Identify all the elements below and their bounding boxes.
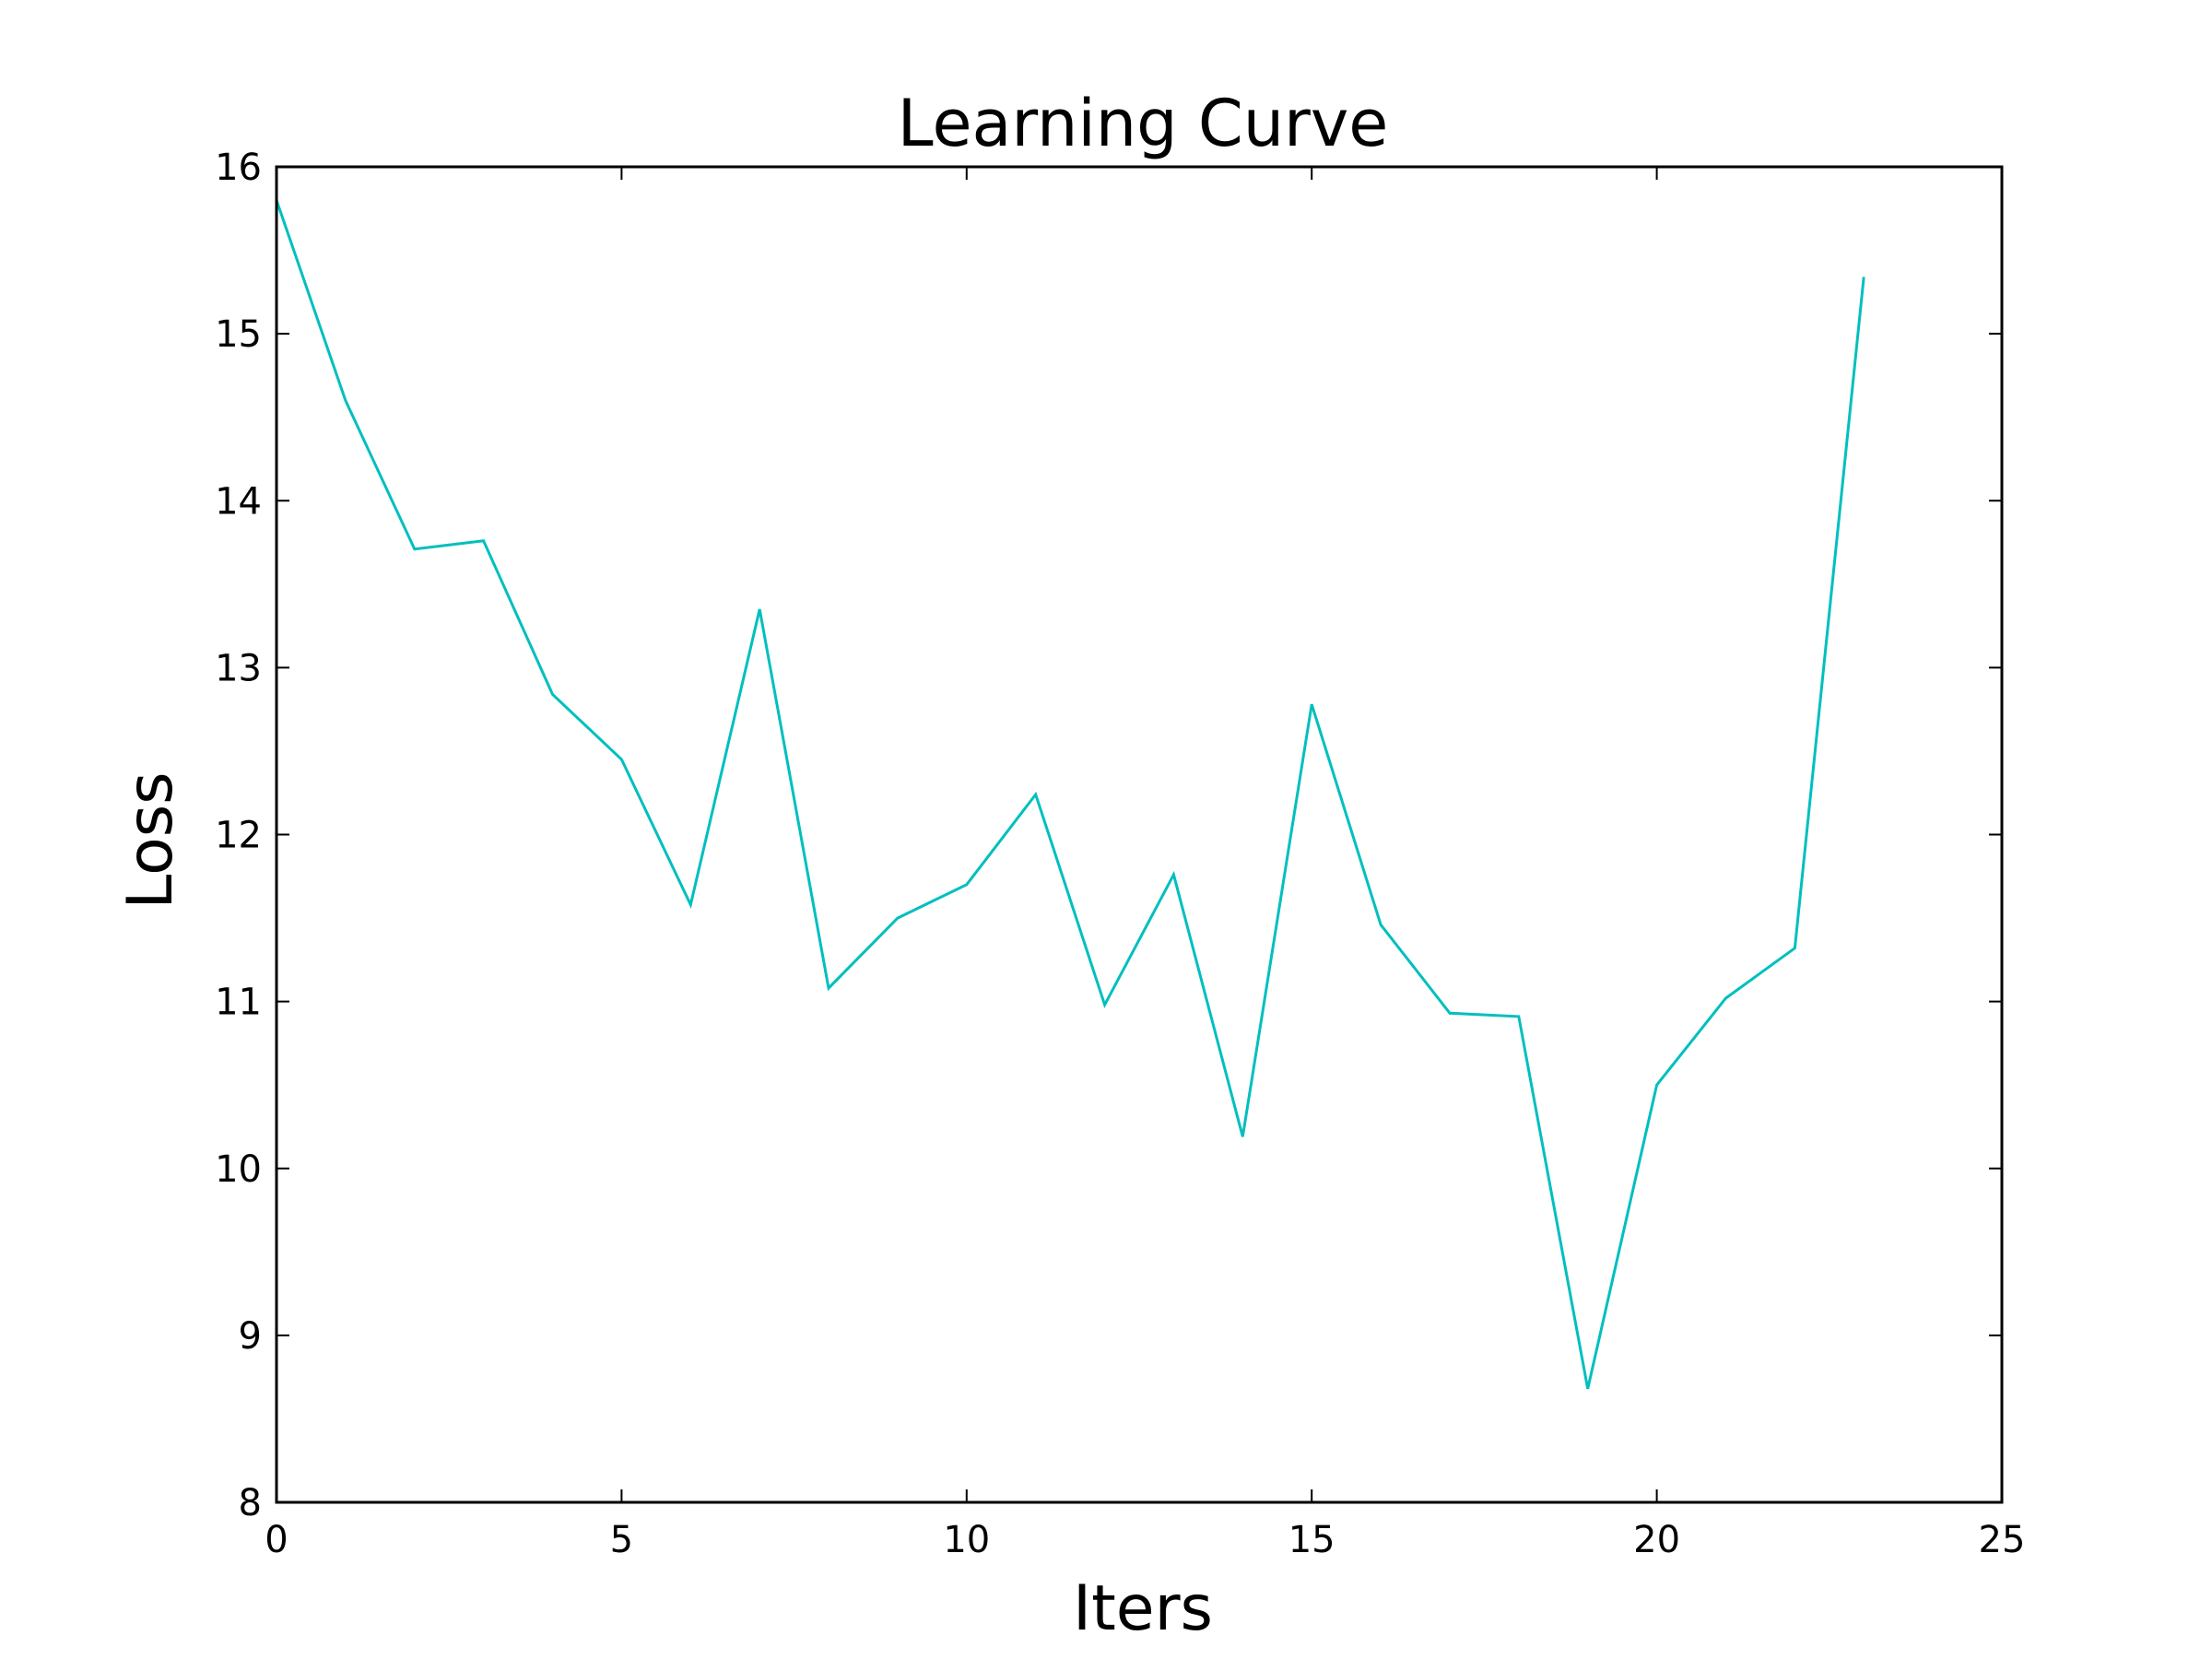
x-tick-label: 25 xyxy=(1979,1519,2026,1561)
y-tick-label: 8 xyxy=(239,1482,262,1524)
y-tick-label: 14 xyxy=(215,480,262,523)
x-tick-label: 10 xyxy=(943,1519,990,1561)
y-tick-label: 9 xyxy=(239,1315,262,1358)
y-tick-label: 13 xyxy=(215,647,262,689)
x-tick-label: 5 xyxy=(610,1519,633,1561)
y-tick-label: 10 xyxy=(215,1148,262,1191)
y-tick-label: 11 xyxy=(215,982,262,1024)
ticks-layer: 0 5 10 15 20 25 8 9 10 11 12 13 14 15 16 xyxy=(215,147,2025,1561)
x-tick-label: 0 xyxy=(265,1519,288,1561)
y-axis-title: Loss xyxy=(114,771,187,909)
y-tick-label: 16 xyxy=(215,147,262,189)
y-tick-label: 12 xyxy=(215,815,262,857)
series-layer xyxy=(275,199,1865,1390)
x-tick-label: 20 xyxy=(1633,1519,1680,1561)
loss-series-line xyxy=(275,199,1865,1390)
x-tick-label: 15 xyxy=(1288,1519,1335,1561)
plot-frame xyxy=(275,165,2004,1504)
x-axis-title: Iters xyxy=(1073,1572,1213,1645)
y-tick-label: 15 xyxy=(215,313,262,356)
chart-title: Learning Curve xyxy=(898,86,1389,161)
